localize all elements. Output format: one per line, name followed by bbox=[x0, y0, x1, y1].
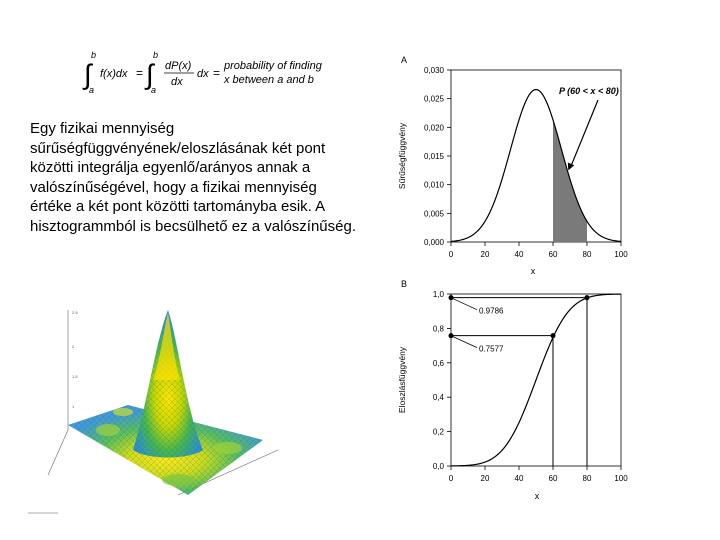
panel-b-ytick-label: 0,4 bbox=[433, 393, 445, 402]
panel-b-xtick-label: 20 bbox=[481, 474, 490, 483]
panel-a-density-chart: A 0,000 0,005 0,010 0,015 0,020 0,025 0,030 0 2… bbox=[397, 55, 628, 276]
equals-sign-1: = bbox=[136, 66, 143, 80]
marker-axis-point bbox=[448, 333, 454, 339]
panel-a-xtick-label: 40 bbox=[515, 250, 524, 259]
panel-a-xtick-label: 20 bbox=[481, 250, 490, 259]
annotation-arrow bbox=[570, 99, 599, 166]
svg-text:1: 1 bbox=[72, 404, 75, 409]
formula-text-line2: x between a and b bbox=[223, 74, 314, 86]
panel-b-ylabel: Eloszlásfüggvény bbox=[397, 346, 407, 413]
explanation-paragraph: Egy fizikai mennyiség sűrűségfüggvényéne… bbox=[30, 120, 357, 235]
annotation-arrow-head bbox=[567, 162, 575, 171]
panel-a-xtick-label: 0 bbox=[449, 250, 454, 259]
marker-point bbox=[584, 295, 590, 301]
panel-b-ytick-label: 0,0 bbox=[433, 462, 445, 471]
panel-a-letter: A bbox=[401, 55, 407, 65]
3d-density-surface-image: 2.5 2 1.5 1 bbox=[28, 300, 288, 520]
marker-axis-point bbox=[448, 295, 454, 301]
svg-text:2: 2 bbox=[72, 344, 75, 349]
derivative-tail: dx bbox=[197, 68, 209, 80]
formula-text-line1: probability of finding bbox=[223, 60, 323, 72]
panel-b-xtick-label: 40 bbox=[515, 474, 524, 483]
probability-formula: ∫ b a f(x)dx = ∫ b a dP(x) dx dx = proba… bbox=[80, 48, 345, 98]
panel-b-xtick-label: 100 bbox=[614, 474, 628, 483]
panel-b-ytick-label: 0,2 bbox=[433, 428, 445, 437]
panel-b-xtick-label: 80 bbox=[583, 474, 592, 483]
svg-text:1.5: 1.5 bbox=[72, 374, 78, 379]
derivative-denominator: dx bbox=[171, 76, 183, 88]
marker-label-leader bbox=[452, 336, 478, 349]
density-curve bbox=[450, 88, 622, 243]
panel-a-ytick-label: 0,005 bbox=[424, 209, 445, 218]
equals-sign-2: = bbox=[213, 66, 220, 80]
derivative-numerator: dP(x) bbox=[165, 60, 192, 72]
panel-b-xtick-label: 60 bbox=[549, 474, 558, 483]
panel-a-ytick-label: 0,020 bbox=[424, 123, 445, 132]
panel-a-xlabel: x bbox=[531, 266, 536, 276]
lower-limit-2: a bbox=[151, 85, 156, 95]
panel-b-ytick-label: 1,0 bbox=[433, 290, 445, 299]
marker-point bbox=[550, 333, 556, 339]
integral-sign-1: ∫ bbox=[82, 59, 94, 90]
panel-a-xtick-label: 80 bbox=[583, 250, 592, 259]
panel-a-ylabel: Sűrűségfüggvény bbox=[397, 122, 407, 189]
panel-a-ytick-label: 0,010 bbox=[424, 181, 445, 190]
panel-b-letter: B bbox=[401, 279, 407, 289]
panel-a-ytick-label: 0,030 bbox=[424, 66, 445, 75]
panel-b-ytick-label: 0,6 bbox=[433, 359, 445, 368]
panel-a-ytick-label: 0,000 bbox=[424, 238, 445, 247]
marker-value-label: 0.9786 bbox=[479, 307, 504, 316]
panel-b-xtick-label: 0 bbox=[449, 474, 454, 483]
panel-a-xtick-label: 60 bbox=[549, 250, 558, 259]
panel-b-xlabel: x bbox=[535, 491, 540, 501]
upper-limit-1: b bbox=[91, 50, 96, 60]
marker-label-leader bbox=[452, 298, 478, 311]
marker-value-label: 0.7577 bbox=[479, 345, 504, 354]
panel-a-ytick-label: 0,015 bbox=[424, 152, 445, 161]
panel-b-distribution-chart: B 0.7577 0.9786 0,0 0,2 0,4 0,6 0,8 1,0 0 20 40 6… bbox=[397, 279, 628, 501]
cdf-curve bbox=[450, 293, 622, 467]
svg-text:2.5: 2.5 bbox=[72, 310, 78, 315]
panel-a-ytick-label: 0,025 bbox=[424, 95, 445, 104]
panel-b-ytick-label: 0,8 bbox=[433, 324, 445, 333]
panel-a-xtick-label: 100 bbox=[614, 250, 628, 259]
left-expression: f(x)dx bbox=[100, 68, 128, 80]
upper-limit-2: b bbox=[153, 50, 158, 60]
integral-sign-2: ∫ bbox=[144, 59, 156, 90]
lower-limit-1: a bbox=[89, 85, 94, 95]
panel-b-frame bbox=[450, 293, 622, 467]
probability-annotation: P (60 < x < 80) bbox=[559, 86, 619, 96]
